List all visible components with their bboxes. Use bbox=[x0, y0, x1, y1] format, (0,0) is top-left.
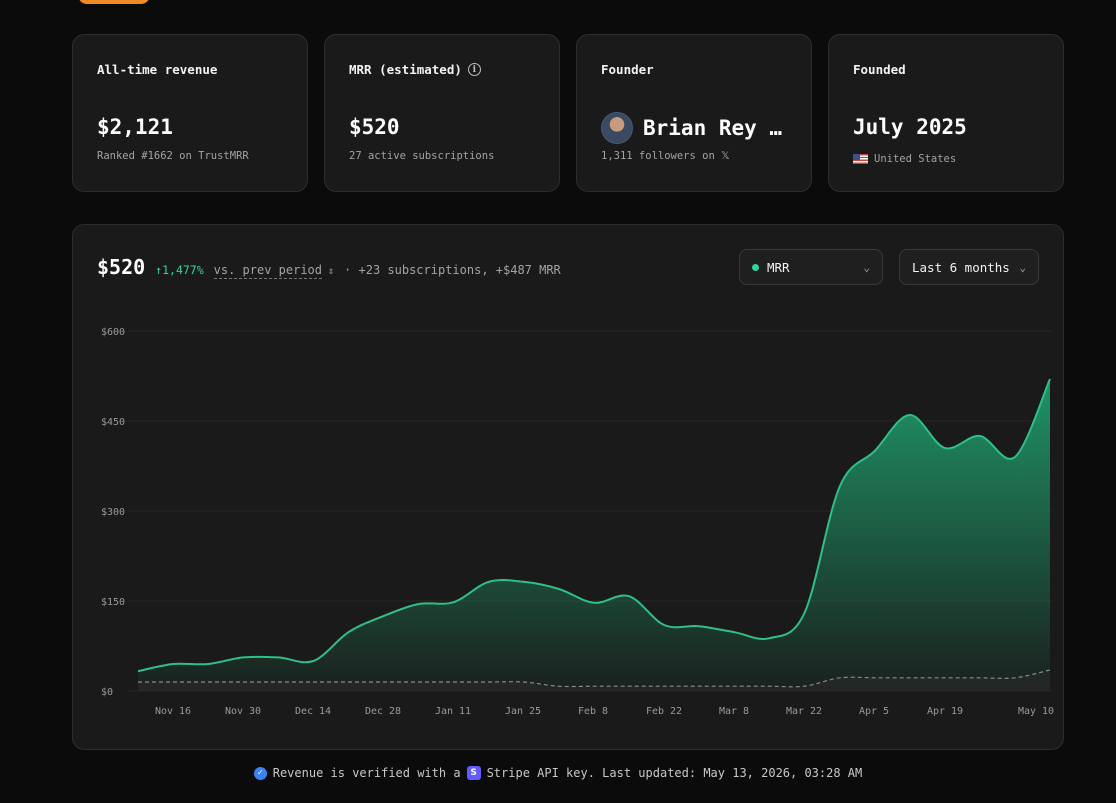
stripe-icon: S bbox=[466, 766, 481, 780]
range-select-label: Last 6 months bbox=[912, 259, 1010, 275]
chevron-down-icon: ⌄ bbox=[863, 260, 870, 274]
x-tick-label: Apr 5 bbox=[859, 706, 889, 717]
x-tick-label: May 10 bbox=[1018, 706, 1054, 717]
footer-text-after: Stripe API key. Last updated: May 13, 20… bbox=[486, 766, 863, 780]
range-select[interactable]: Last 6 months ⌄ bbox=[899, 249, 1039, 285]
top-badge bbox=[78, 0, 150, 4]
mrr-area-chart[interactable]: $600 $450 $300 $150 $0 Nov 16 Nov 30 Dec 14 Dec … bbox=[73, 305, 1063, 725]
x-tick-label: Mar 22 bbox=[786, 706, 822, 717]
all-time-revenue-card: All-time revenue $2,121 Ranked #1662 on … bbox=[72, 34, 308, 192]
mrr-card: MRR (estimated) i $520 27 active subscri… bbox=[324, 34, 560, 192]
avatar[interactable] bbox=[601, 112, 633, 144]
metric-select[interactable]: MRR ⌄ bbox=[739, 249, 883, 285]
headline-value: $520 bbox=[97, 255, 146, 279]
x-tick-label: Dec 28 bbox=[365, 706, 401, 717]
x-tick-label: Feb 8 bbox=[578, 706, 608, 717]
x-tick-label: Jan 11 bbox=[435, 706, 471, 717]
footer-text: Revenue is verified with a bbox=[272, 766, 461, 780]
chevron-down-icon: ⌄ bbox=[1019, 260, 1026, 274]
card-sub-row: United States bbox=[853, 153, 956, 165]
founder-name[interactable]: Brian Rey … bbox=[643, 116, 783, 140]
check-badge-icon: ✓ bbox=[253, 766, 267, 780]
x-tick-label: Feb 22 bbox=[646, 706, 682, 717]
x-tick-label: Jan 25 bbox=[505, 706, 541, 717]
sort-icon[interactable]: ⇕ bbox=[328, 266, 335, 277]
y-tick-label: $450 bbox=[101, 417, 125, 428]
us-flag-icon bbox=[853, 154, 868, 164]
revenue-chart-card: $520 ↑1,477% vs. prev period ⇕ · +23 sub… bbox=[72, 224, 1064, 750]
chart-headline: $520 ↑1,477% vs. prev period ⇕ · +23 sub… bbox=[97, 255, 561, 279]
x-tick-label: Nov 16 bbox=[155, 706, 191, 717]
founder-card[interactable]: Founder Brian Rey … 1,311 followers on 𝕏 bbox=[576, 34, 812, 192]
stats-cards: All-time revenue $2,121 Ranked #1662 on … bbox=[72, 34, 1064, 192]
card-label: Founder bbox=[601, 62, 654, 77]
x-tick-label: Apr 19 bbox=[927, 706, 963, 717]
y-tick-label: $600 bbox=[101, 327, 125, 338]
x-tick-label: Mar 8 bbox=[719, 706, 749, 717]
y-tick-label: $150 bbox=[101, 597, 125, 608]
card-label: MRR (estimated) bbox=[349, 62, 462, 77]
baseline-area-fill bbox=[138, 670, 1050, 691]
metric-select-label: MRR bbox=[767, 259, 790, 275]
card-value: $520 bbox=[349, 115, 400, 139]
mrr-series-line bbox=[137, 378, 1051, 673]
card-label-row: MRR (estimated) i bbox=[349, 62, 481, 77]
change-summary: · +23 subscriptions, +$487 MRR bbox=[344, 263, 561, 277]
card-sub: 27 active subscriptions bbox=[349, 150, 495, 162]
card-value: July 2025 bbox=[853, 115, 967, 139]
baseline-series-line bbox=[138, 669, 1051, 688]
comparison-period-toggle[interactable]: vs. prev period bbox=[213, 263, 323, 279]
metric-dot-icon bbox=[752, 263, 759, 271]
card-sub: 1,311 followers on 𝕏 bbox=[601, 150, 730, 162]
info-icon[interactable]: i bbox=[467, 63, 481, 76]
mrr-area-fill bbox=[138, 379, 1050, 691]
country-label: United States bbox=[874, 153, 957, 165]
card-label: Founded bbox=[853, 62, 906, 77]
delta-percentage: ↑1,477% bbox=[155, 263, 204, 277]
card-sub: Ranked #1662 on TrustMRR bbox=[97, 150, 249, 162]
card-label: All-time revenue bbox=[97, 62, 218, 77]
x-tick-label: Nov 30 bbox=[225, 706, 261, 717]
card-value: $2,121 bbox=[97, 115, 173, 139]
y-tick-label: $300 bbox=[101, 507, 125, 518]
verification-footer: ✓ Revenue is verified with a S Stripe AP… bbox=[0, 766, 1116, 780]
founder-row[interactable]: Brian Rey … bbox=[601, 112, 782, 144]
founded-card: Founded July 2025 United States bbox=[828, 34, 1064, 192]
y-tick-label: $0 bbox=[101, 687, 113, 698]
x-tick-label: Dec 14 bbox=[295, 706, 331, 717]
